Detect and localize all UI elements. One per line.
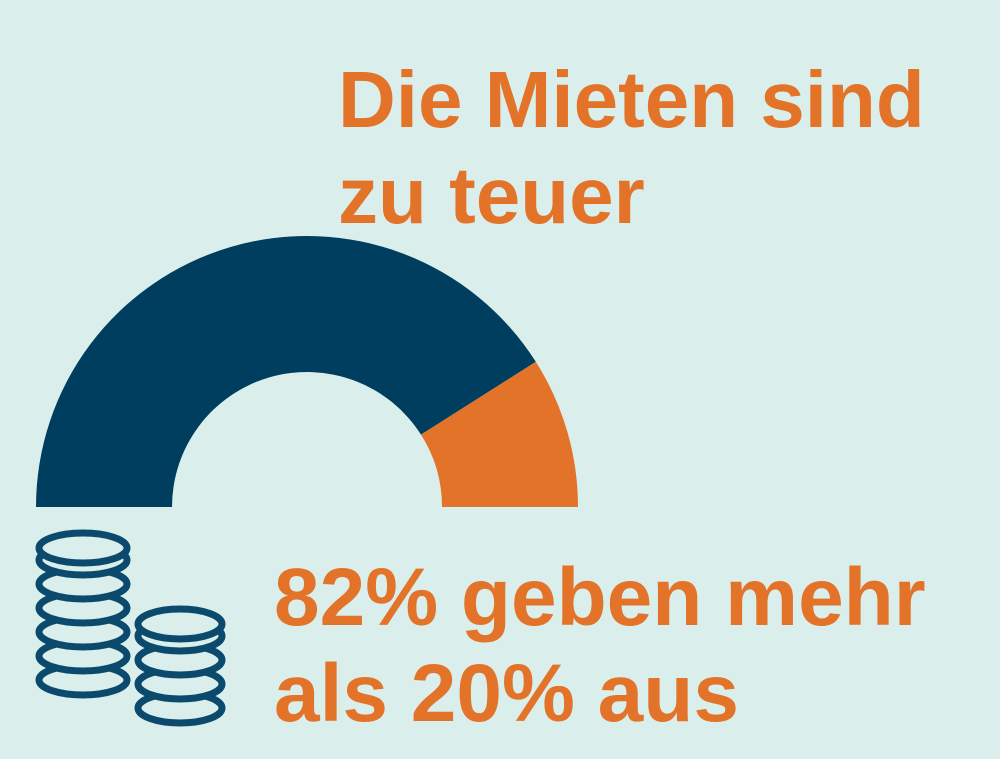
coin-icon xyxy=(35,529,226,727)
annotation: 82% geben mehr als 20% aus xyxy=(274,552,926,739)
donut-segment xyxy=(36,235,536,507)
title: Die Mieten sind zu teuer xyxy=(338,55,925,240)
donut-segment xyxy=(420,361,578,507)
